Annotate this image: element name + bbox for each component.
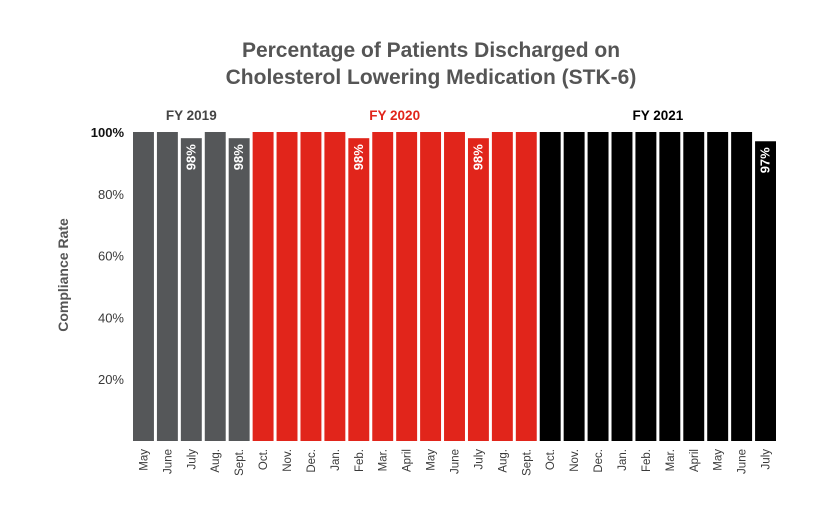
x-tick-label: Aug. [497,449,509,473]
x-tick-label: Feb. [641,449,653,472]
x-tick-label: June [737,449,749,474]
x-tick-label: July [186,449,198,470]
bar [300,132,322,441]
x-tick-label: May [426,449,438,471]
bar [563,132,585,441]
bar [420,132,442,441]
x-tick-label: Feb. [354,449,366,472]
bar [204,132,226,441]
y-axis-label: Compliance Rate [55,218,71,332]
x-tick-label: Jan. [617,449,629,471]
fiscal-year-labels: FY 2019 FY 2020 FY 2021 [166,108,684,123]
x-tick-label: Dec. [306,449,318,473]
bars [133,132,776,441]
y-tick-label: 80% [98,187,124,202]
x-tick-label: June [162,449,174,474]
bar [396,132,418,441]
data-label: 98% [470,144,485,170]
data-label: 98% [351,144,366,170]
y-tick-label: 100% [91,125,125,140]
bar [515,132,537,441]
x-tick-label: May [713,449,725,471]
x-tick-label: May [138,449,150,471]
x-tick-label: Oct. [258,449,270,470]
bar [659,132,681,441]
x-tick-label: Dec. [593,449,605,473]
bar [683,132,705,441]
x-tick-label: Mar. [378,449,390,471]
chart-title-line-2: Cholesterol Lowering Medication (STK-6) [226,66,637,89]
data-label: 98% [183,144,198,170]
bar [324,132,346,441]
bar [156,132,178,441]
bar [731,132,753,441]
x-tick-label: June [450,449,462,474]
bar [611,132,633,441]
x-tick-label: Aug. [210,449,222,473]
bar [252,132,274,441]
x-tick-label: Jan. [330,449,342,471]
data-label: 98% [231,144,246,170]
data-label: 97% [758,147,773,173]
x-tick-label: April [402,449,414,472]
bar [491,132,513,441]
bar [587,132,609,441]
bar [180,138,202,441]
y-tick-label: 20% [98,372,124,387]
chart-title-line-1: Percentage of Patients Discharged on [242,39,620,62]
y-axis-ticks: 20% 40% 60% 80% 100% [91,125,125,387]
x-tick-label: Sept. [521,449,533,476]
bar [444,132,465,441]
x-tick-label: July [761,449,773,470]
x-tick-label: Nov. [282,449,294,472]
bar [467,138,489,441]
bar [755,141,776,441]
bar [228,138,250,441]
bar [635,132,657,441]
y-tick-label: 60% [98,249,124,264]
bar [133,132,154,441]
data-labels: 98% 98% 98% 98% 97% [183,144,772,174]
bar [707,132,729,441]
x-tick-label: April [689,449,701,472]
x-tick-label: July [473,449,485,470]
x-tick-label: Nov. [569,449,581,472]
x-tick-label: Mar. [665,449,677,471]
bar [539,132,561,441]
fiscal-year-label: FY 2021 [632,108,683,123]
y-tick-label: 40% [98,310,124,325]
bar [348,138,370,441]
bar [276,132,298,441]
fiscal-year-label: FY 2019 [166,108,217,123]
bar [372,132,394,441]
x-axis-ticks: May June July Aug. Sept. Oct. Nov. Dec. Jan. Feb.… [138,449,772,476]
fiscal-year-label: FY 2020 [369,108,420,123]
x-tick-label: Oct. [545,449,557,470]
x-tick-label: Sept. [234,449,246,476]
